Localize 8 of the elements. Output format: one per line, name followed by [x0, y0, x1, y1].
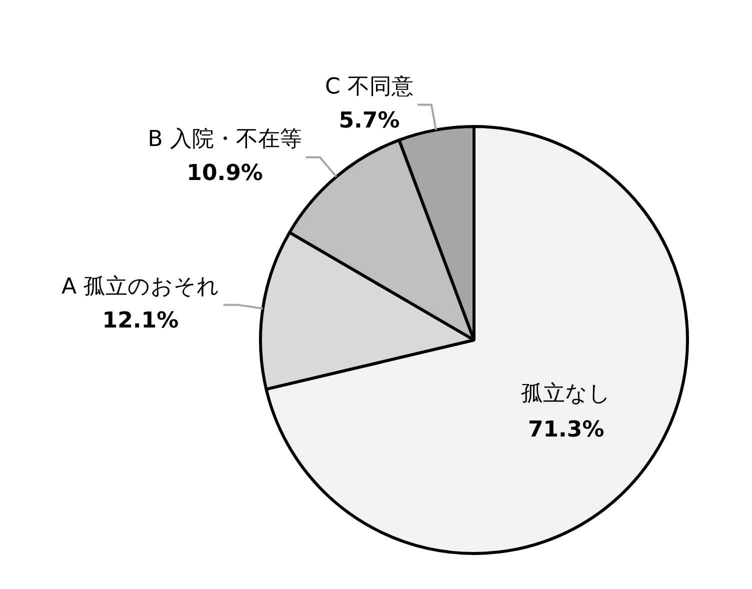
data-label: 71.3% — [528, 418, 604, 443]
slice-label: B 入院・不在等 — [148, 126, 302, 152]
slice-label: C 不同意 — [325, 74, 414, 100]
data-label: 5.7% — [338, 108, 400, 134]
data-label: 10.9% — [186, 160, 263, 186]
slice-label: 孤立なし — [521, 382, 612, 407]
data-label: 12.1% — [102, 308, 179, 334]
slice-label: A 孤立のおそれ — [61, 274, 220, 300]
